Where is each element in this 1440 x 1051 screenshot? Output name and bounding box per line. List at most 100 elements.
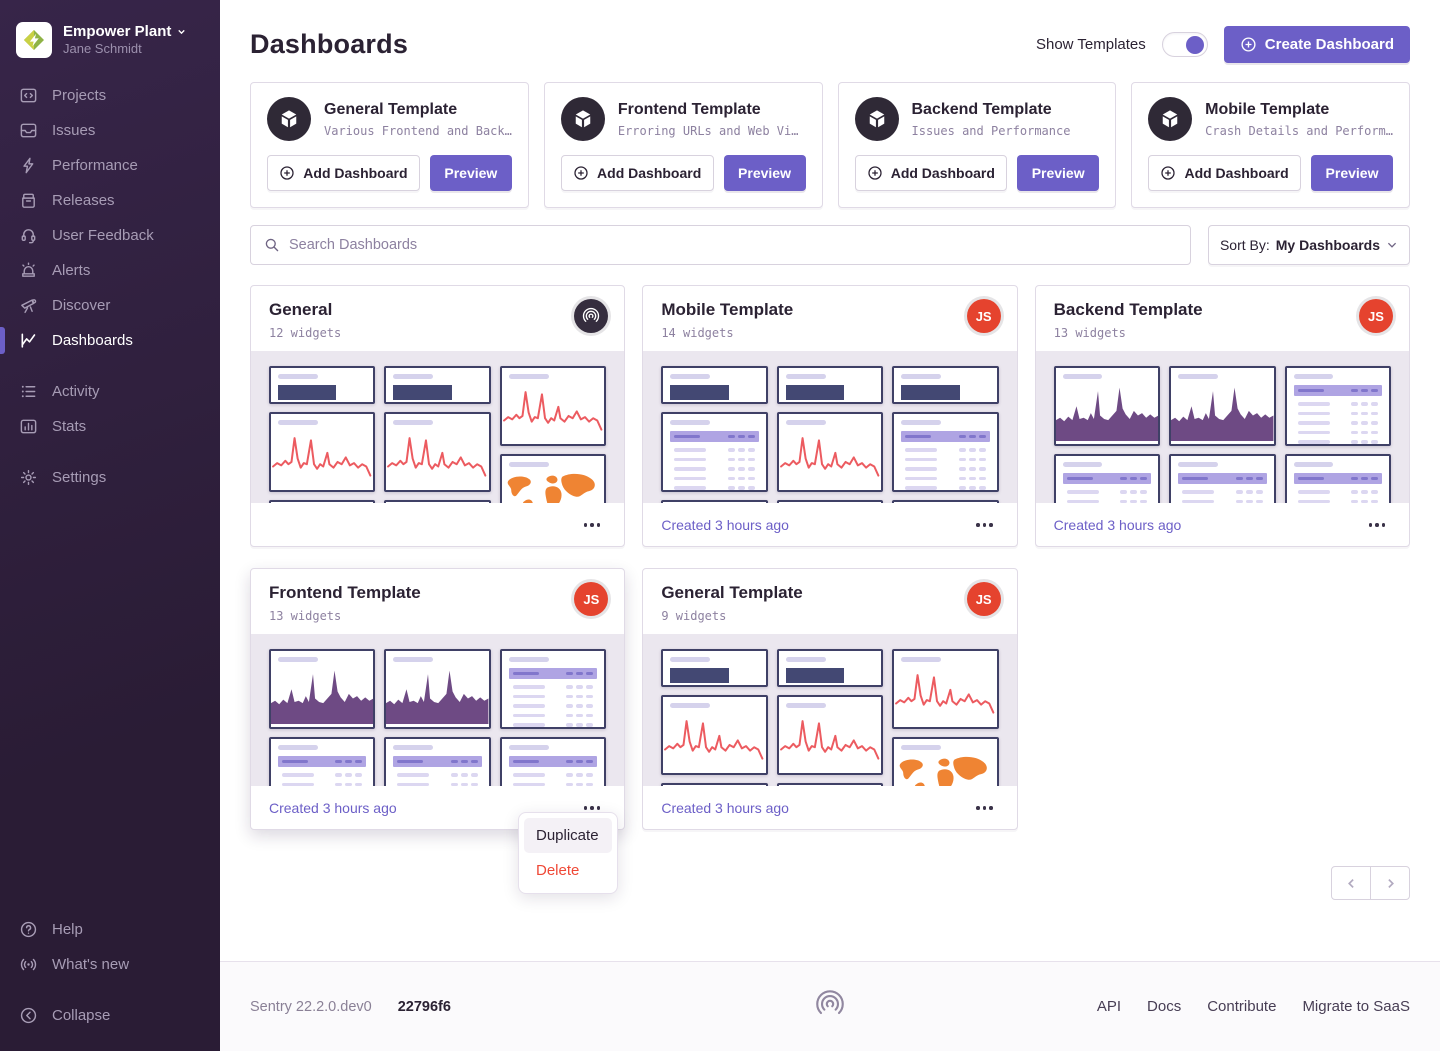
sidebar-item-issues[interactable]: Issues xyxy=(0,113,220,148)
widget-count: 9 widgets xyxy=(661,609,727,623)
sidebar-item-help[interactable]: Help xyxy=(0,912,220,947)
sidebar-item-activity[interactable]: Activity xyxy=(0,374,220,409)
area-chart-glyph xyxy=(1055,387,1159,441)
dashboard-card[interactable]: Mobile Template 14 widgets JS Created 3 … xyxy=(642,285,1018,547)
sidebar-nav: Projects Issues Performance Releases Use… xyxy=(0,78,220,495)
footer-link-docs[interactable]: Docs xyxy=(1147,998,1182,1015)
template-cube-icon xyxy=(1148,97,1193,141)
card-options-button[interactable] xyxy=(576,517,609,533)
mini-widget-line xyxy=(661,695,768,775)
preview-column xyxy=(1284,366,1392,503)
dashboards-icon xyxy=(21,333,36,348)
line-chart-glyph xyxy=(271,429,373,479)
line-chart-glyph xyxy=(894,666,996,716)
preview-button[interactable]: Preview xyxy=(429,155,512,191)
sidebar-item-performance[interactable]: Performance xyxy=(0,148,220,183)
plus-circle-icon xyxy=(868,166,882,180)
empower-plant-logo-icon xyxy=(24,30,44,50)
menu-item-delete[interactable]: Delete xyxy=(536,862,580,879)
preview-button[interactable]: Preview xyxy=(1017,155,1100,191)
line-chart-glyph xyxy=(779,712,881,762)
whats-new-icon xyxy=(20,958,37,971)
dashboard-title: Backend Template xyxy=(1053,300,1203,319)
user-avatar: JS xyxy=(1359,299,1393,333)
sidebar-item-releases[interactable]: Releases xyxy=(0,183,220,218)
card-options-button[interactable] xyxy=(968,517,1001,533)
preview-button[interactable]: Preview xyxy=(1311,155,1393,191)
create-dashboard-button[interactable]: Create Dashboard xyxy=(1223,26,1410,63)
chevron-left-icon xyxy=(1347,878,1354,888)
sidebar-item-discover[interactable]: Discover xyxy=(0,288,220,323)
dashboard-card[interactable]: Frontend Template 13 widgets JS Created … xyxy=(250,568,626,830)
preview-column xyxy=(892,366,999,503)
add-dashboard-button[interactable]: Add Dashboard xyxy=(854,155,1008,191)
dashboard-card[interactable]: General 12 widgets xyxy=(250,285,626,547)
footer-link-contribute[interactable]: Contribute xyxy=(1207,998,1277,1015)
mini-widget-area xyxy=(384,649,491,729)
show-templates-toggle[interactable] xyxy=(1161,32,1208,57)
sidebar-item-settings[interactable]: Settings xyxy=(0,460,220,495)
template-description: Erroring URLs and Web Vi… xyxy=(617,123,799,138)
collapse-icon xyxy=(20,1007,37,1024)
add-dashboard-button[interactable]: Add Dashboard xyxy=(1148,155,1301,191)
sentry-logo-icon xyxy=(813,987,847,1026)
sidebar-item-alerts[interactable]: Alerts xyxy=(0,253,220,288)
plus-circle-icon xyxy=(1161,166,1176,180)
mini-widget-sliver xyxy=(776,500,884,503)
stats-icon xyxy=(20,419,37,434)
template-card: Mobile Template Crash Details and Perfor… xyxy=(1131,82,1410,208)
preview-column xyxy=(776,649,884,786)
dashboard-preview xyxy=(251,634,625,786)
card-options-button[interactable] xyxy=(576,800,609,816)
mini-widget-line xyxy=(499,366,607,446)
mini-widget-line xyxy=(384,412,491,492)
mini-widget-bignumber xyxy=(661,649,768,687)
mini-widget-sliver xyxy=(384,500,491,503)
preview-button[interactable]: Preview xyxy=(723,155,806,191)
footer-link-migrate-to-saas[interactable]: Migrate to SaaS xyxy=(1302,998,1410,1015)
previous-page-button[interactable] xyxy=(1331,866,1371,900)
org-switcher[interactable]: Empower Plant Jane Schmidt xyxy=(0,14,220,78)
template-cube-icon xyxy=(560,97,605,141)
preview-column xyxy=(384,649,491,786)
sort-by-value: My Dashboards xyxy=(1275,237,1381,253)
mini-widget-line xyxy=(269,412,376,492)
sidebar-item-stats[interactable]: Stats xyxy=(0,409,220,444)
discover-icon xyxy=(21,299,37,314)
next-page-button[interactable] xyxy=(1370,866,1410,900)
created-timestamp: Created 3 hours ago xyxy=(269,800,397,816)
add-dashboard-button[interactable]: Add Dashboard xyxy=(267,155,420,191)
dashboard-card[interactable]: General Template 9 widgets JS Created 3 … xyxy=(642,568,1018,830)
template-description: Issues and Performance xyxy=(911,123,1071,138)
card-options-button[interactable] xyxy=(968,800,1001,816)
preview-column xyxy=(1053,366,1161,503)
dashboard-preview xyxy=(251,351,625,503)
sidebar-item-projects[interactable]: Projects xyxy=(0,78,220,113)
search-box[interactable] xyxy=(250,225,1191,265)
footer-link-api[interactable]: API xyxy=(1096,998,1122,1015)
sort-by-button[interactable]: Sort By: My Dashboards xyxy=(1208,225,1410,265)
search-input[interactable] xyxy=(289,237,1177,253)
sidebar-item-user-feedback[interactable]: User Feedback xyxy=(0,218,220,253)
preview-column xyxy=(499,649,607,786)
mini-widget-table xyxy=(1284,366,1392,446)
preview-column xyxy=(269,366,376,503)
widget-count: 13 widgets xyxy=(269,609,342,623)
card-options-button[interactable] xyxy=(1361,517,1394,533)
add-dashboard-button[interactable]: Add Dashboard xyxy=(560,155,714,191)
sidebar-item-collapse[interactable]: Collapse xyxy=(0,998,220,1033)
mini-widget-line xyxy=(892,649,999,729)
template-card: Frontend Template Erroring URLs and Web … xyxy=(543,82,823,208)
dashboard-preview xyxy=(1035,351,1409,503)
mini-widget-table xyxy=(384,737,491,786)
mini-widget-table xyxy=(892,412,999,492)
dashboard-card[interactable]: Backend Template 13 widgets JS Created 3… xyxy=(1034,285,1410,547)
footer: Sentry 22.2.0.dev0 22796f6 API Docs Contri… xyxy=(220,961,1440,1051)
widget-count: 12 widgets xyxy=(269,326,342,340)
menu-item-duplicate[interactable]: Duplicate xyxy=(524,818,612,853)
sidebar-item-whats-new[interactable]: What's new xyxy=(0,947,220,982)
mini-widget-worldmap xyxy=(892,737,999,786)
sidebar-item-dashboards[interactable]: Dashboards xyxy=(0,323,220,358)
mini-widget-bignumber xyxy=(776,366,884,404)
